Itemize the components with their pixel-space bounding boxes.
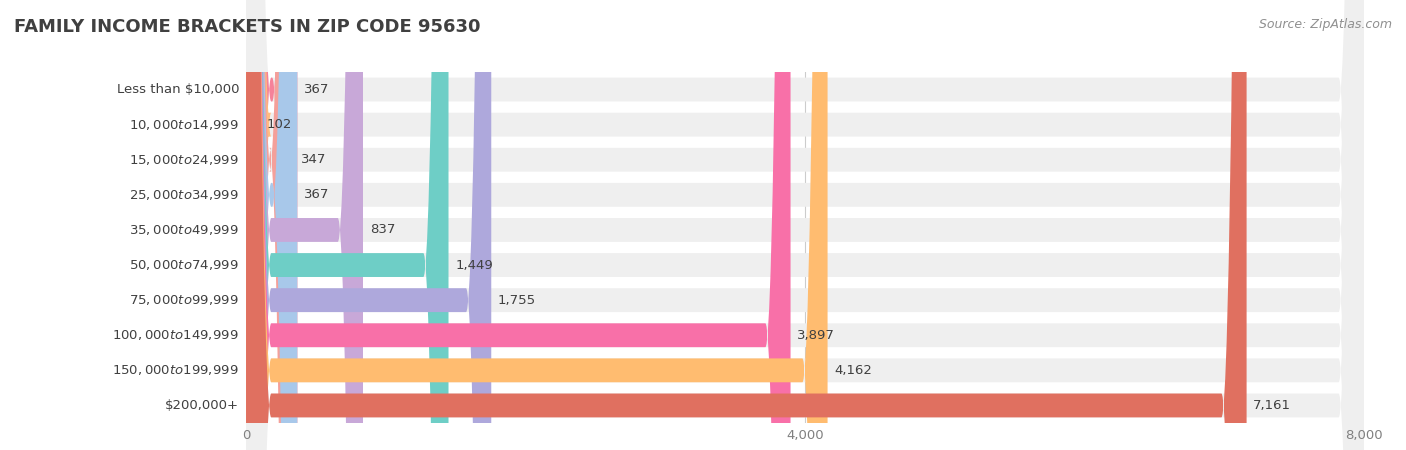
Text: 102: 102 — [267, 118, 292, 131]
FancyBboxPatch shape — [246, 0, 1364, 450]
FancyBboxPatch shape — [246, 0, 828, 450]
Text: $100,000 to $149,999: $100,000 to $149,999 — [112, 328, 239, 342]
Text: Source: ZipAtlas.com: Source: ZipAtlas.com — [1258, 18, 1392, 31]
FancyBboxPatch shape — [246, 0, 1364, 450]
Text: $15,000 to $24,999: $15,000 to $24,999 — [129, 153, 239, 167]
FancyBboxPatch shape — [246, 0, 790, 450]
FancyBboxPatch shape — [246, 0, 1364, 450]
Text: FAMILY INCOME BRACKETS IN ZIP CODE 95630: FAMILY INCOME BRACKETS IN ZIP CODE 95630 — [14, 18, 481, 36]
Text: $50,000 to $74,999: $50,000 to $74,999 — [129, 258, 239, 272]
Text: 1,755: 1,755 — [498, 294, 536, 306]
Text: $25,000 to $34,999: $25,000 to $34,999 — [129, 188, 239, 202]
FancyBboxPatch shape — [246, 0, 491, 450]
Text: $200,000+: $200,000+ — [165, 399, 239, 412]
Text: $35,000 to $49,999: $35,000 to $49,999 — [129, 223, 239, 237]
FancyBboxPatch shape — [246, 0, 363, 450]
FancyBboxPatch shape — [246, 0, 1364, 450]
FancyBboxPatch shape — [246, 0, 1364, 450]
Text: 4,162: 4,162 — [834, 364, 872, 377]
FancyBboxPatch shape — [246, 0, 1364, 450]
FancyBboxPatch shape — [235, 0, 271, 450]
FancyBboxPatch shape — [246, 0, 297, 450]
FancyBboxPatch shape — [246, 0, 1247, 450]
Text: 837: 837 — [370, 224, 395, 236]
FancyBboxPatch shape — [246, 0, 294, 450]
Text: 1,449: 1,449 — [456, 259, 494, 271]
Text: $10,000 to $14,999: $10,000 to $14,999 — [129, 117, 239, 132]
Text: $150,000 to $199,999: $150,000 to $199,999 — [112, 363, 239, 378]
FancyBboxPatch shape — [246, 0, 1364, 450]
FancyBboxPatch shape — [246, 0, 1364, 450]
Text: Less than $10,000: Less than $10,000 — [117, 83, 239, 96]
Text: 3,897: 3,897 — [797, 329, 835, 342]
Text: 347: 347 — [301, 153, 326, 166]
FancyBboxPatch shape — [246, 0, 297, 450]
FancyBboxPatch shape — [246, 0, 1364, 450]
Text: 367: 367 — [304, 189, 329, 201]
FancyBboxPatch shape — [246, 0, 1364, 450]
FancyBboxPatch shape — [246, 0, 449, 450]
Text: 367: 367 — [304, 83, 329, 96]
Text: 7,161: 7,161 — [1253, 399, 1291, 412]
Text: $75,000 to $99,999: $75,000 to $99,999 — [129, 293, 239, 307]
